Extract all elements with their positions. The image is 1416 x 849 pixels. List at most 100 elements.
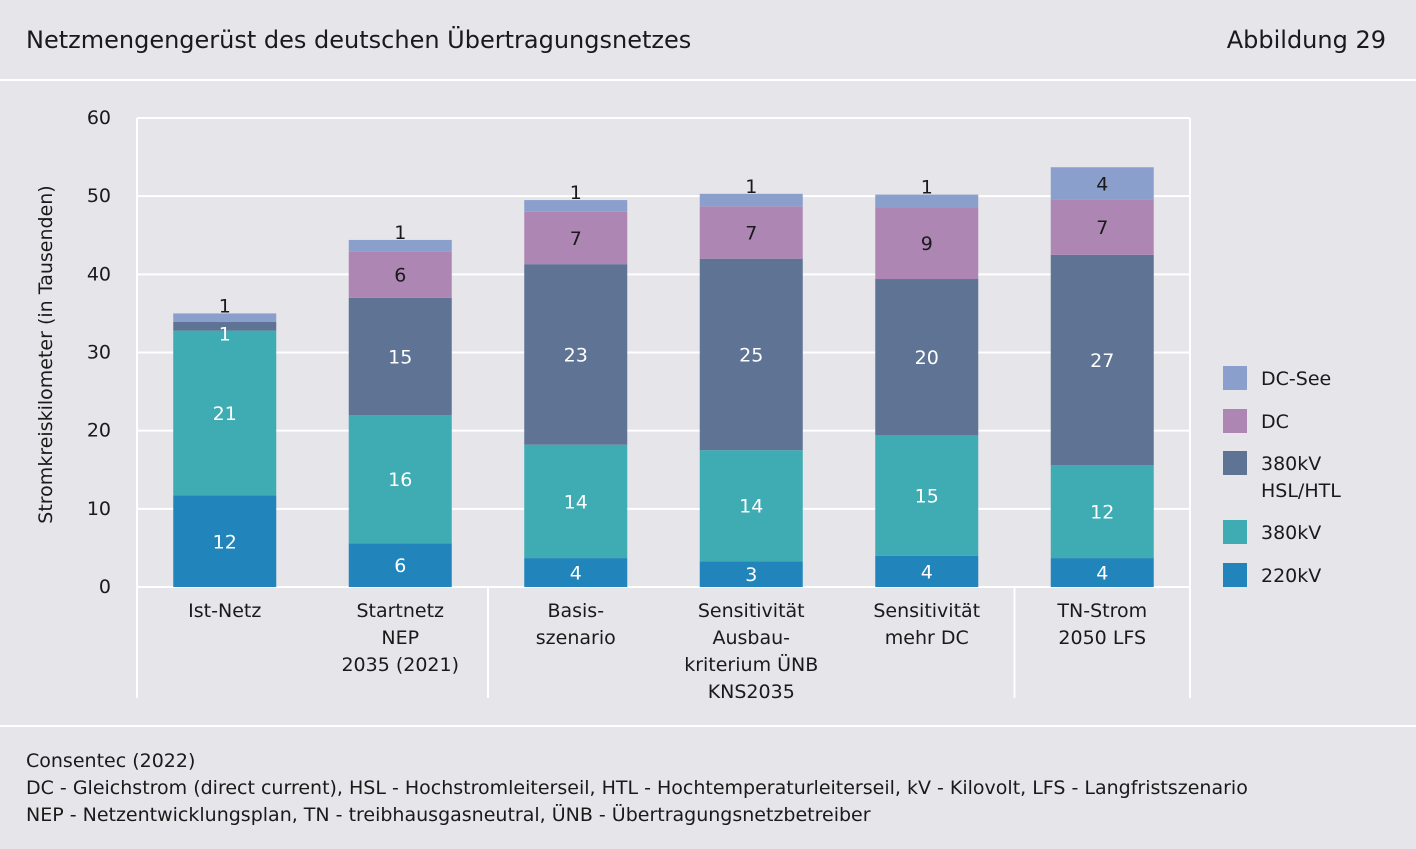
footer: Consentec (2022) DC - Gleichstrom (direc… (26, 748, 1248, 829)
bar-segment-380kv (173, 330, 277, 496)
y-tick-label: 60 (87, 107, 111, 129)
legend-swatch (1223, 563, 1247, 587)
bar-segment-dc-see (875, 194, 979, 208)
x-tick-label: szenario (536, 627, 616, 649)
y-tick-label: 20 (87, 420, 111, 442)
chart-panel: 0 10 20 30 40 50 60 Stromkreiskilometer (in Tau… (0, 79, 1416, 727)
data-label: 12 (1090, 502, 1114, 524)
bar-segment-dc (1050, 199, 1154, 255)
chart-title: Netzmengengerüst des deutschen Übertragu… (26, 26, 692, 54)
bar-segment-380kv-hsl-htl (348, 297, 452, 416)
data-label: 1 (394, 222, 406, 244)
x-tick-label: Basis- (547, 600, 604, 622)
y-tick-label: 40 (87, 263, 111, 285)
data-label: 20 (915, 347, 939, 369)
legend-label: 220kV (1261, 565, 1321, 587)
x-tick-label: 2050 LFS (1058, 627, 1146, 649)
data-label: 15 (915, 486, 939, 508)
bar-segment-380kv (699, 450, 803, 562)
x-tick-label: kriterium ÜNB (684, 653, 818, 676)
legend-label: 380kV (1261, 453, 1321, 475)
data-label: 6 (394, 555, 406, 577)
abbreviation-note-1: DC - Gleichstrom (direct current), HSL -… (26, 777, 1248, 799)
bar-segment-dc-see (173, 313, 277, 323)
data-label: 3 (745, 564, 757, 586)
bar-segment-dc (875, 207, 979, 280)
bar-segment-dc-see (699, 193, 803, 207)
x-tick-label: TN-Strom (1056, 600, 1147, 622)
y-tick-label: 10 (87, 498, 111, 520)
source-note: Consentec (2022) (26, 750, 196, 772)
bar-segment-220kv (524, 558, 628, 587)
bar-segment-220kv (875, 555, 979, 587)
y-tick-label: 30 (87, 342, 111, 364)
data-label: 4 (921, 561, 933, 583)
data-label: 4 (1096, 563, 1108, 585)
legend-swatch (1223, 451, 1247, 475)
data-label: 1 (570, 182, 582, 204)
bar-segment-dc (699, 206, 803, 259)
data-label: 1 (219, 295, 231, 317)
legend-swatch (1223, 409, 1247, 433)
data-label: 4 (1096, 173, 1108, 195)
data-label: 16 (388, 469, 412, 491)
x-tick-label: Sensitivität (873, 600, 980, 622)
header: Netzmengengerüst des deutschen Übertragu… (0, 0, 1416, 78)
legend-label: 380kV (1261, 522, 1321, 544)
data-label: 15 (388, 346, 412, 368)
data-label: 7 (1096, 217, 1108, 239)
bar-segment-dc-see (348, 239, 452, 252)
legend-label: DC (1261, 411, 1289, 433)
data-label: 1 (745, 176, 757, 198)
bar-segment-380kv (1050, 465, 1154, 559)
bar-segment-220kv (348, 543, 452, 587)
x-tick-label: mehr DC (885, 627, 969, 649)
data-label: 7 (570, 228, 582, 250)
x-tick-label: NEP (381, 627, 419, 649)
x-tick-label: Sensitivität (698, 600, 805, 622)
bar-segment-380kv (875, 435, 979, 556)
bar-segment-dc (348, 251, 452, 298)
bar-segment-dc-see (524, 200, 628, 212)
bar-segment-220kv (1050, 558, 1154, 587)
x-tick-label: Ist-Netz (188, 600, 261, 622)
x-tick-label: Startnetz (356, 600, 444, 622)
bar-segment-220kv (173, 495, 277, 587)
data-label: 7 (745, 223, 757, 245)
stacked-bar-chart: 0 10 20 30 40 50 60 Stromkreiskilometer (in Tau… (35, 107, 1341, 703)
data-label: 12 (213, 531, 237, 553)
data-label: 25 (739, 344, 763, 366)
bar-segment-380kv-hsl-htl (173, 322, 277, 331)
y-axis-label: Stromkreiskilometer (in Tausenden) (35, 185, 57, 523)
bar-segment-380kv-hsl-htl (1050, 254, 1154, 466)
data-label: 9 (921, 233, 933, 255)
abbreviation-note-2: NEP - Netzentwicklungsplan, TN - treibha… (26, 804, 871, 826)
data-label: 1 (921, 177, 933, 199)
bar-segment-380kv (348, 415, 452, 544)
data-label: 4 (570, 563, 582, 585)
data-label: 21 (213, 403, 237, 425)
legend-label: HSL/HTL (1261, 480, 1341, 502)
data-label: 1 (219, 323, 231, 345)
x-tick-label: KNS2035 (708, 681, 795, 703)
legend-swatch (1223, 366, 1247, 390)
data-label: 14 (564, 491, 588, 513)
bar-segment-dc-see (1050, 167, 1154, 200)
legend-label: DC-See (1261, 368, 1331, 390)
data-label: 14 (739, 496, 763, 518)
data-label: 23 (564, 344, 588, 366)
bar-segment-220kv (699, 561, 803, 587)
bar-segment-380kv-hsl-htl (875, 279, 979, 436)
bar-segment-380kv (524, 444, 628, 559)
y-tick-label: 50 (87, 185, 111, 207)
bar-segment-380kv-hsl-htl (699, 258, 803, 451)
data-label: 6 (394, 265, 406, 287)
bar-segment-dc (524, 211, 628, 265)
figure-label: Abbildung 29 (1226, 26, 1386, 54)
y-tick-label: 0 (99, 576, 111, 598)
bar-segment-380kv-hsl-htl (524, 264, 628, 445)
data-label: 27 (1090, 350, 1114, 372)
x-tick-label: Ausbau- (712, 627, 790, 649)
legend-swatch (1223, 520, 1247, 544)
x-tick-label: 2035 (2021) (341, 654, 459, 676)
